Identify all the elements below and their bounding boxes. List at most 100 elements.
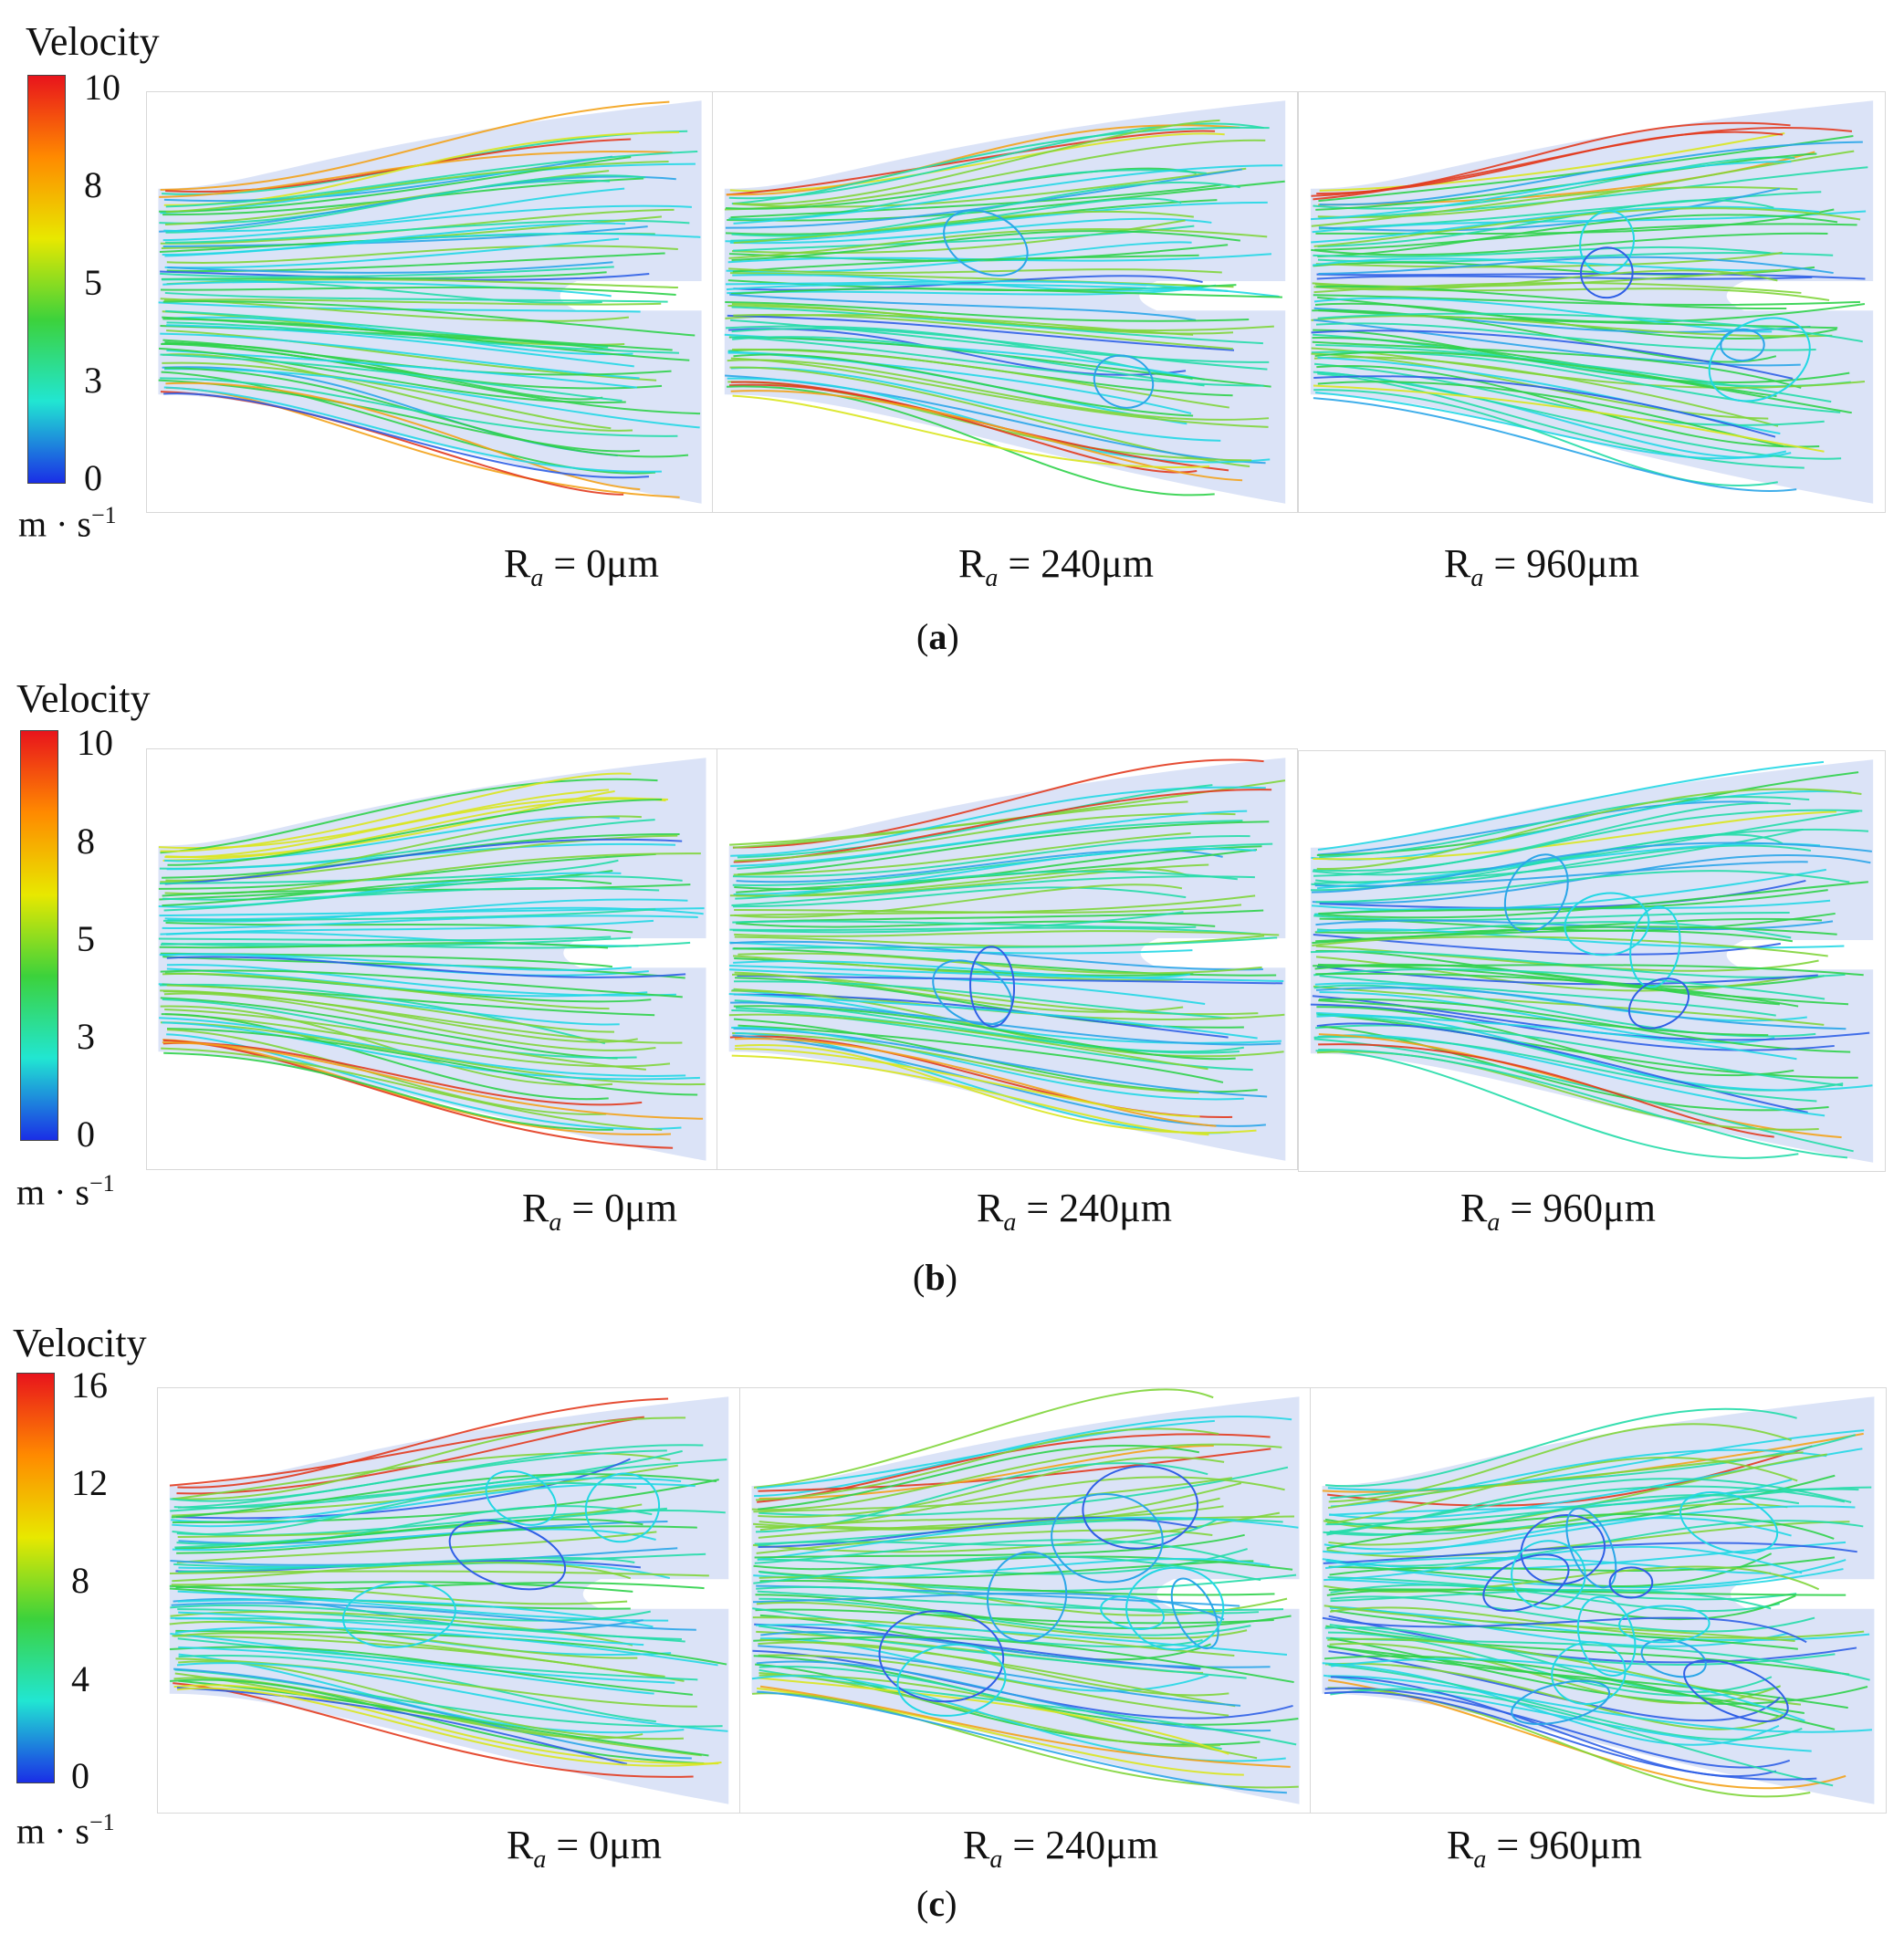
streamline <box>175 1458 631 1520</box>
streamline <box>169 1570 709 1577</box>
streamline <box>162 300 696 337</box>
streamline-panel-ra960 <box>1298 91 1886 513</box>
streamline <box>727 359 1270 421</box>
streamline <box>158 852 656 890</box>
streamline <box>736 848 1258 894</box>
streamline <box>169 1620 638 1659</box>
colorbar <box>27 75 66 484</box>
streamline <box>1317 1034 1826 1117</box>
streamline <box>176 1481 637 1535</box>
streamline <box>1326 1645 1848 1709</box>
streamline <box>1327 1429 1865 1491</box>
streamline <box>758 1456 1225 1518</box>
streamline <box>171 1473 717 1519</box>
streamline <box>1316 965 1818 986</box>
streamline <box>160 772 632 852</box>
streamline <box>1316 788 1862 870</box>
recirculation-loop <box>1503 853 1569 933</box>
recirculation-loop <box>1720 328 1765 362</box>
streamline <box>1313 246 1771 258</box>
streamline-panel-ra960 <box>1310 1387 1887 1814</box>
streamline <box>1313 294 1861 307</box>
streamline <box>731 230 1241 262</box>
streamline <box>1327 1457 1798 1525</box>
streamline <box>1318 1049 1848 1159</box>
streamline <box>160 1005 613 1086</box>
streamline <box>160 332 640 380</box>
streamline <box>163 298 662 306</box>
streamline <box>173 1667 692 1760</box>
streamline <box>1315 972 1799 1008</box>
streamline <box>178 1654 656 1723</box>
streamline <box>161 271 607 280</box>
streamline <box>1314 963 1780 1006</box>
streamline <box>161 1047 663 1132</box>
streamline <box>170 1610 633 1647</box>
streamline <box>174 1668 723 1728</box>
streamline <box>158 301 641 313</box>
streamline <box>178 1646 654 1695</box>
streamline <box>1311 232 1828 256</box>
streamline <box>165 798 668 858</box>
recirculation-loop <box>1708 317 1811 402</box>
streamline <box>757 1690 1287 1794</box>
streamline <box>1314 917 1823 935</box>
streamline <box>1330 1688 1834 1787</box>
streamline <box>174 1672 702 1757</box>
recirculation-loop <box>1608 1566 1654 1599</box>
streamline <box>736 863 1209 897</box>
streamline <box>1315 870 1850 904</box>
colorbar-tick: 10 <box>84 67 120 108</box>
streamline-panel-ra0 <box>146 91 714 513</box>
streamline <box>1319 796 1810 859</box>
streamline <box>164 368 700 429</box>
recirculation-loop <box>896 1643 1007 1717</box>
streamline <box>160 919 654 936</box>
streamline <box>162 1021 700 1081</box>
streamline <box>164 816 620 862</box>
streamline <box>731 1054 1209 1136</box>
streamline <box>733 353 1194 417</box>
streamline <box>163 992 656 1051</box>
streamline <box>1325 1407 1797 1488</box>
streamline <box>1314 861 1808 887</box>
streamline <box>165 161 669 214</box>
streamline <box>166 1033 682 1130</box>
streamline <box>1318 1013 1858 1079</box>
streamline <box>725 301 1250 322</box>
streamline <box>178 1679 709 1757</box>
streamline <box>1313 810 1836 861</box>
streamline <box>1330 1609 1798 1650</box>
recirculation-loop <box>1125 1566 1225 1651</box>
streamline <box>1318 999 1769 1037</box>
streamline <box>731 875 1255 906</box>
streamline <box>167 798 663 866</box>
streamline <box>756 1660 1271 1732</box>
streamline <box>1313 985 1825 1026</box>
streamline <box>160 997 618 1060</box>
streamline <box>730 183 1221 219</box>
streamline <box>166 324 634 368</box>
streamline <box>1317 312 1863 343</box>
streamline <box>758 1674 1258 1760</box>
streamline <box>756 1529 1213 1554</box>
streamline <box>1315 251 1783 268</box>
streamline-panel-ra240 <box>712 91 1298 513</box>
streamline <box>727 385 1215 497</box>
streamline <box>1313 375 1776 438</box>
streamline <box>730 366 1221 442</box>
streamline <box>1316 1022 1808 1113</box>
streamline <box>1327 1451 1804 1510</box>
streamline <box>1317 214 1838 257</box>
streamline <box>166 321 679 354</box>
streamline <box>1328 1650 1781 1722</box>
streamline <box>1318 135 1854 203</box>
streamline <box>752 1592 1225 1621</box>
streamline <box>1313 207 1861 247</box>
recirculation-loop <box>1511 1679 1611 1725</box>
streamline <box>1329 1556 1836 1576</box>
streamline <box>753 1555 1261 1584</box>
streamline <box>729 926 1261 936</box>
streamline <box>1315 322 1816 351</box>
streamline <box>173 1452 671 1500</box>
